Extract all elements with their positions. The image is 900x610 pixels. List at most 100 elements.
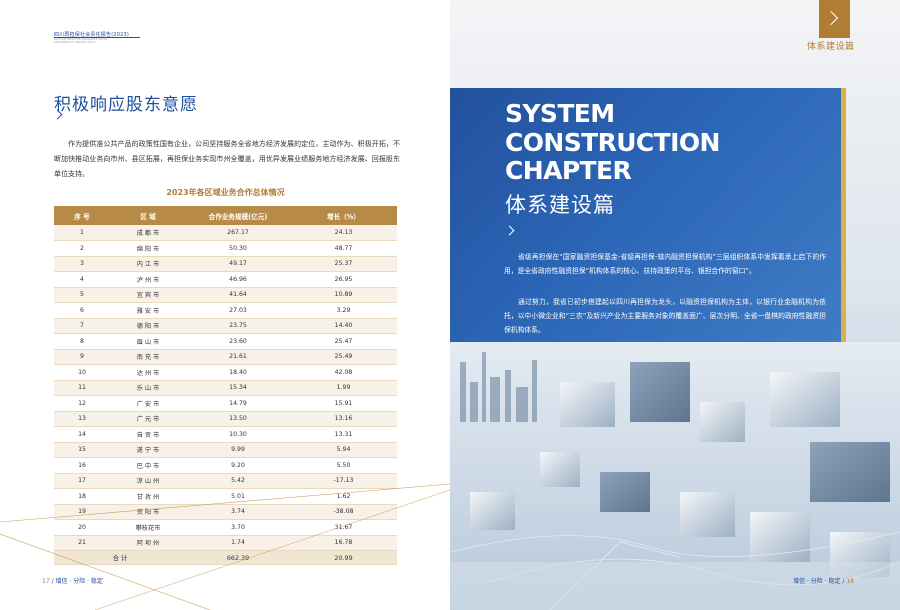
cell-region: 成 都 市 (110, 225, 186, 241)
cell-scale: 9.20 (186, 457, 290, 474)
cell-index: 10 (54, 364, 110, 381)
cell-index: 5 (54, 287, 110, 303)
table-row: 20 攀枝花市 3.70 31.67 (54, 519, 397, 536)
table-row: 11 乐 山 市 15.34 1.99 (54, 380, 397, 396)
cell-region: 眉 山 市 (110, 333, 186, 350)
cell-growth: 10.89 (290, 287, 397, 303)
table-row: 18 甘 孜 州 5.01 1.62 (54, 488, 397, 505)
table-total-row: 合 计 662.39 20.99 (54, 550, 397, 565)
cell-index: 21 (54, 535, 110, 551)
section-title: 积极响应股东意愿 (54, 95, 198, 115)
cell-growth: 3.29 (290, 302, 397, 319)
footer-slogan: / 增信 · 分险 · 稳定 (51, 578, 103, 585)
cell-scale: 13.50 (186, 411, 290, 427)
cell-index: 12 (54, 395, 110, 412)
cell-scale: 267.17 (186, 225, 290, 241)
cell-region: 巴 中 市 (110, 457, 186, 474)
decorative-gold-lines (0, 483, 450, 610)
cell-growth: -17.13 (290, 473, 397, 489)
cell-region: 泸 州 市 (110, 271, 186, 288)
report-header-subtitle: SICHUAN CREDIT RE-GUARANTEE SOCIAL RESPO… (54, 38, 108, 45)
right-page: 体系建设篇 SYSTEM CONSTRUCTION CHAPTER 体系建设篇 … (450, 0, 900, 610)
cell-index: 2 (54, 240, 110, 257)
cell-region: 乐 山 市 (110, 380, 186, 396)
cell-growth: 25.47 (290, 333, 397, 350)
cell-index: 7 (54, 318, 110, 334)
cell-region: 宜 宾 市 (110, 287, 186, 303)
cell-index: 4 (54, 271, 110, 288)
page-footer-right: 增信 · 分险 · 稳定 / 18 (793, 576, 854, 585)
page-number: 18 (846, 578, 854, 585)
chapter-panel (450, 88, 846, 342)
header-index: 序 号 (74, 212, 90, 221)
left-page: 四川再担保社会责任报告(2023) SICHUAN CREDIT RE-GUAR… (0, 32, 450, 610)
cell-growth: 42.08 (290, 364, 397, 381)
table-row: 12 广 安 市 14.79 15.91 (54, 395, 397, 412)
page-number: 17 (42, 578, 50, 585)
chapter-title-en-line3: CHAPTER (505, 156, 632, 185)
cell-index: 1 (54, 225, 110, 241)
chapter-title-en: SYSTEM CONSTRUCTION CHAPTER (505, 99, 720, 186)
header-region: 区 域 (140, 212, 156, 221)
cell-index: 18 (54, 488, 110, 505)
header-scale: 合作业务规模(亿元) (208, 212, 268, 221)
cell-index: 15 (54, 442, 110, 458)
cell-scale: 1.74 (186, 535, 290, 551)
cell-index: 9 (54, 349, 110, 365)
cell-region: 内 江 市 (110, 256, 186, 272)
cell-growth: 25.49 (290, 349, 397, 365)
cell-growth: 14.40 (290, 318, 397, 334)
cell-scale: 41.64 (186, 287, 290, 303)
cell-region: 凉 山 州 (110, 473, 186, 489)
cell-growth: 5.94 (290, 442, 397, 458)
cell-index: 8 (54, 333, 110, 350)
accent-bar (841, 88, 846, 342)
cell-growth: 48.77 (290, 240, 397, 257)
cell-scale: 10.30 (186, 426, 290, 443)
chapter-tab-label: 体系建设篇 (807, 42, 855, 52)
cell-region: 雅 安 市 (110, 302, 186, 319)
cell-growth: 15.91 (290, 395, 397, 412)
table-row: 13 广 元 市 13.50 13.16 (54, 411, 397, 427)
total-growth: 20.99 (290, 550, 397, 565)
cell-scale: 9.99 (186, 442, 290, 458)
intro-paragraph: 作为提供准公共产品的政策性国有企业，公司坚持服务全省地方经济发展的定位，主动作为… (54, 140, 400, 178)
cell-scale: 23.75 (186, 318, 290, 334)
cell-growth: 5.50 (290, 457, 397, 474)
footer-slogan: 增信 · 分险 · 稳定 / (793, 578, 845, 585)
header-growth: 增长（%） (327, 212, 360, 221)
table-row: 21 阿 坝 州 1.74 16.78 (54, 535, 397, 551)
cell-growth: 31.67 (290, 519, 397, 536)
cell-region: 攀枝花市 (110, 519, 186, 536)
cell-growth: 25.37 (290, 256, 397, 272)
cell-index: 13 (54, 411, 110, 427)
cell-scale: 3.70 (186, 519, 290, 536)
cell-region: 自 贡 市 (110, 426, 186, 443)
table-row: 15 遂 宁 市 9.99 5.94 (54, 442, 397, 458)
chapter-title-cn: 体系建设篇 (505, 193, 615, 217)
table-row: 10 达 州 市 18.40 42.08 (54, 364, 397, 381)
cell-region: 广 元 市 (110, 411, 186, 427)
cell-index: 11 (54, 380, 110, 396)
cell-region: 绵 阳 市 (110, 240, 186, 257)
city-cubes-image (450, 342, 900, 610)
cell-region: 遂 宁 市 (110, 442, 186, 458)
cell-growth: 16.78 (290, 535, 397, 551)
chapter-title-en-line1: SYSTEM (505, 99, 615, 128)
cell-index: 20 (54, 519, 110, 536)
cell-scale: 23.60 (186, 333, 290, 350)
cell-region: 广 安 市 (110, 395, 186, 412)
cell-region: 阿 坝 州 (110, 535, 186, 551)
cell-growth: -38.08 (290, 504, 397, 520)
cell-region: 德 阳 市 (110, 318, 186, 334)
cell-index: 16 (54, 457, 110, 474)
